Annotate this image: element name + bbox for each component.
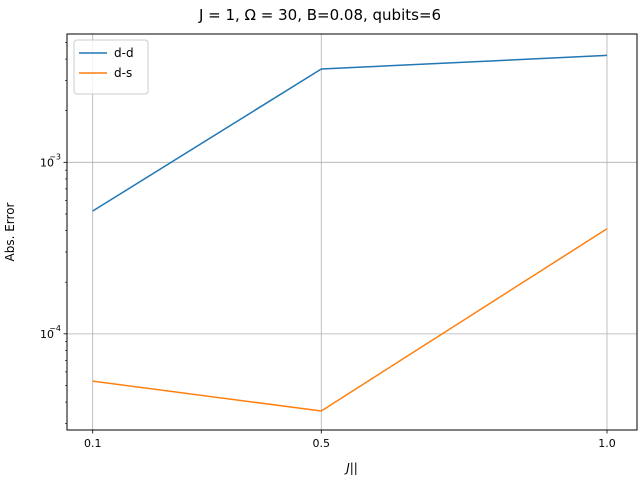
- plot-frame: [66, 33, 638, 431]
- series-line-d-d: [92, 54, 608, 212]
- chart-title: J = 1, Ω = 30, B=0.08, qubits=6: [198, 6, 441, 24]
- y-tick-label: 10: [40, 328, 54, 341]
- series-lines: [92, 54, 608, 412]
- legend: d-d d-s: [73, 39, 149, 95]
- series-line-d-s: [92, 228, 608, 412]
- y-tick-exponent: −3: [49, 152, 61, 161]
- grid: [67, 34, 637, 430]
- x-tick-label: 0.5: [313, 437, 331, 450]
- y-tick-label: 10: [40, 156, 54, 169]
- x-axis-ticks: 0.1 0.5 1.0: [84, 430, 616, 450]
- x-axis-label: J||: [344, 461, 358, 475]
- legend-label: d-s: [114, 66, 132, 80]
- x-tick-label: 0.1: [84, 437, 102, 450]
- y-axis-label: Abs. Error: [3, 202, 17, 261]
- legend-label: d-d: [114, 46, 134, 60]
- y-tick-exponent: −4: [49, 324, 61, 333]
- legend-box: [73, 39, 149, 95]
- x-tick-label: 1.0: [598, 437, 616, 450]
- y-axis-ticks: 10−410−3: [40, 42, 67, 424]
